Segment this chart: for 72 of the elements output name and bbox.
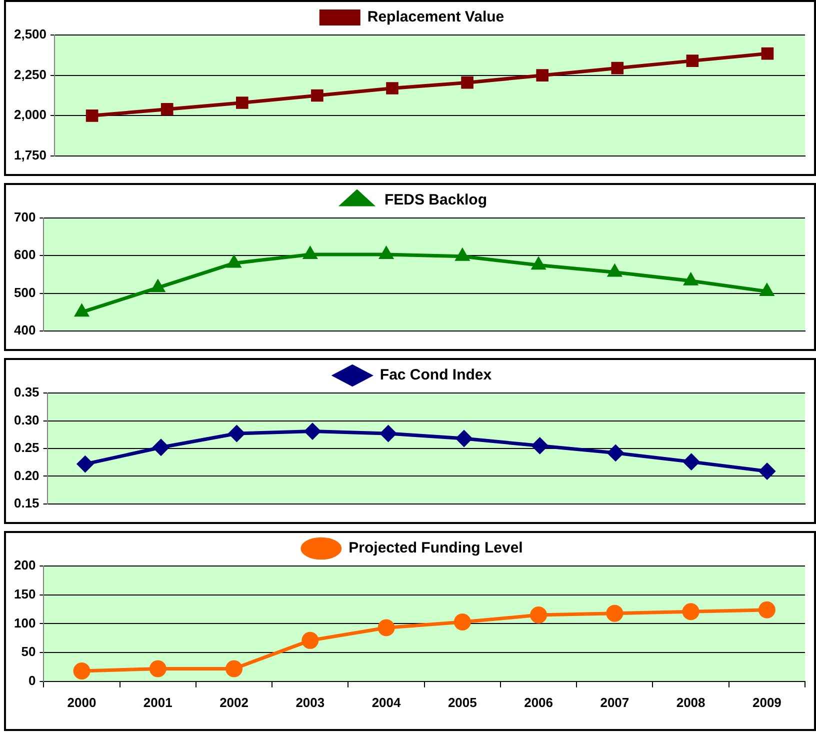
point [73, 662, 90, 680]
x-tick-label: 2007 [600, 694, 630, 710]
y-tick-label: 0 [28, 672, 36, 688]
legend-label: Replacement Value [367, 8, 504, 26]
point [380, 425, 397, 442]
x-tick-label: 2003 [296, 694, 325, 710]
point [531, 437, 548, 454]
point [378, 246, 394, 260]
point [531, 256, 546, 270]
point [226, 254, 242, 268]
point [226, 660, 243, 678]
x-tick-label: 2005 [448, 694, 477, 710]
point [304, 422, 321, 440]
y-tick-label: 0.30 [14, 412, 40, 428]
x-tick-label: 2000 [67, 694, 96, 710]
y-tick-label: 600 [14, 247, 36, 262]
point [302, 632, 319, 649]
x-tick-label: 2002 [220, 694, 248, 710]
point [606, 604, 624, 622]
y-tick-label: 50 [21, 644, 36, 660]
y-tick-label: 2,250 [14, 66, 47, 82]
point [150, 279, 166, 292]
point [760, 282, 774, 296]
x-tick-label: 2009 [752, 694, 782, 710]
point [607, 264, 622, 277]
point [456, 430, 473, 448]
x-tick-label: 2008 [676, 694, 706, 710]
point [302, 246, 318, 260]
y-tick-label: 1,750 [14, 148, 47, 163]
point [758, 601, 776, 618]
point [152, 438, 170, 456]
point [682, 453, 700, 470]
legend-label: Projected Funding Level [348, 540, 523, 557]
y-tick-label: 700 [14, 210, 36, 225]
point [378, 619, 395, 636]
point [607, 444, 624, 462]
point [761, 47, 774, 60]
y-tick-label: 0.25 [14, 440, 40, 456]
y-tick-label: 500 [14, 284, 36, 300]
point [149, 660, 166, 678]
y-tick-label: 2,500 [14, 26, 47, 42]
y-tick-label: 0.35 [14, 384, 40, 400]
point [236, 96, 248, 109]
y-tick-label: 200 [14, 558, 36, 573]
y-tick-label: 400 [14, 322, 36, 338]
point [311, 89, 324, 102]
point [86, 110, 98, 122]
x-tick-label: 2006 [524, 694, 553, 710]
point [160, 103, 174, 116]
point [454, 613, 471, 630]
y-tick-label: 2,000 [14, 107, 47, 122]
y-tick-label: 150 [14, 586, 36, 602]
point [683, 272, 698, 286]
point [74, 304, 90, 317]
point [454, 248, 470, 261]
point [386, 82, 398, 94]
point [228, 425, 246, 442]
point [682, 603, 700, 620]
legend-label: FEDS Backlog [384, 192, 488, 209]
y-tick-label: 100 [14, 615, 36, 630]
legend-label: Fac Cond Index [380, 366, 492, 384]
y-tick-label: 0.15 [14, 496, 40, 511]
point [758, 462, 776, 480]
point [536, 69, 548, 82]
point [76, 456, 94, 473]
x-tick-label: 2001 [143, 694, 172, 710]
point [530, 606, 548, 624]
point [461, 76, 474, 89]
y-tick-label: 0.20 [14, 468, 40, 483]
x-tick-label: 2004 [372, 694, 402, 710]
point [686, 54, 699, 67]
point [611, 62, 624, 74]
